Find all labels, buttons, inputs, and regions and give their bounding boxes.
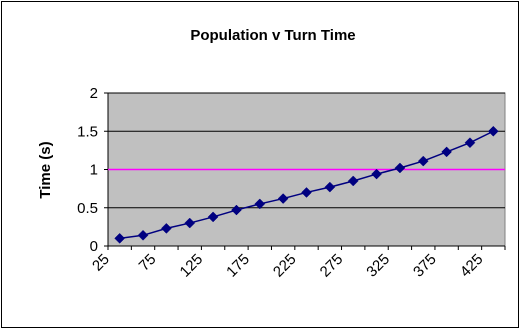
y-tick-label: 1.5 (77, 123, 98, 140)
data-point (441, 146, 452, 158)
data-point (254, 198, 266, 210)
y-tick-labels: 0 0.5 1 1.5 2 (77, 85, 98, 255)
data-point (207, 211, 219, 223)
x-tick-label: 225 (270, 251, 300, 281)
data-point (161, 223, 172, 234)
data-point (184, 217, 196, 229)
y-axis-title: Time (s) (37, 141, 54, 198)
x-tick-label: 175 (223, 251, 253, 281)
data-point (137, 229, 149, 241)
data-point (464, 137, 476, 149)
data-point (114, 232, 126, 244)
y-tick-label: 2 (90, 85, 98, 102)
series-group (114, 125, 499, 244)
data-point (487, 125, 499, 137)
data-point (347, 175, 359, 187)
x-tick-label: 375 (410, 251, 440, 281)
x-tick-labels: 25 75 125 175 225 275 325 375 425 (89, 251, 486, 281)
data-point (417, 155, 429, 167)
data-point (324, 181, 336, 193)
data-point (277, 193, 289, 204)
y-tick-label: 1 (90, 162, 98, 179)
y-tick-label: 0.5 (77, 200, 98, 217)
y-tick-label: 0 (90, 238, 98, 255)
x-tick-label: 425 (457, 251, 487, 281)
x-tick-label: 325 (363, 251, 393, 281)
x-tick-label: 75 (136, 251, 160, 275)
data-point (231, 204, 242, 216)
x-tick-label: 125 (177, 251, 207, 281)
data-point (371, 168, 382, 180)
x-tick-label: 275 (317, 251, 347, 281)
data-point (301, 187, 312, 198)
chart-title: Population v Turn Time (190, 27, 355, 44)
data-point (394, 162, 406, 174)
